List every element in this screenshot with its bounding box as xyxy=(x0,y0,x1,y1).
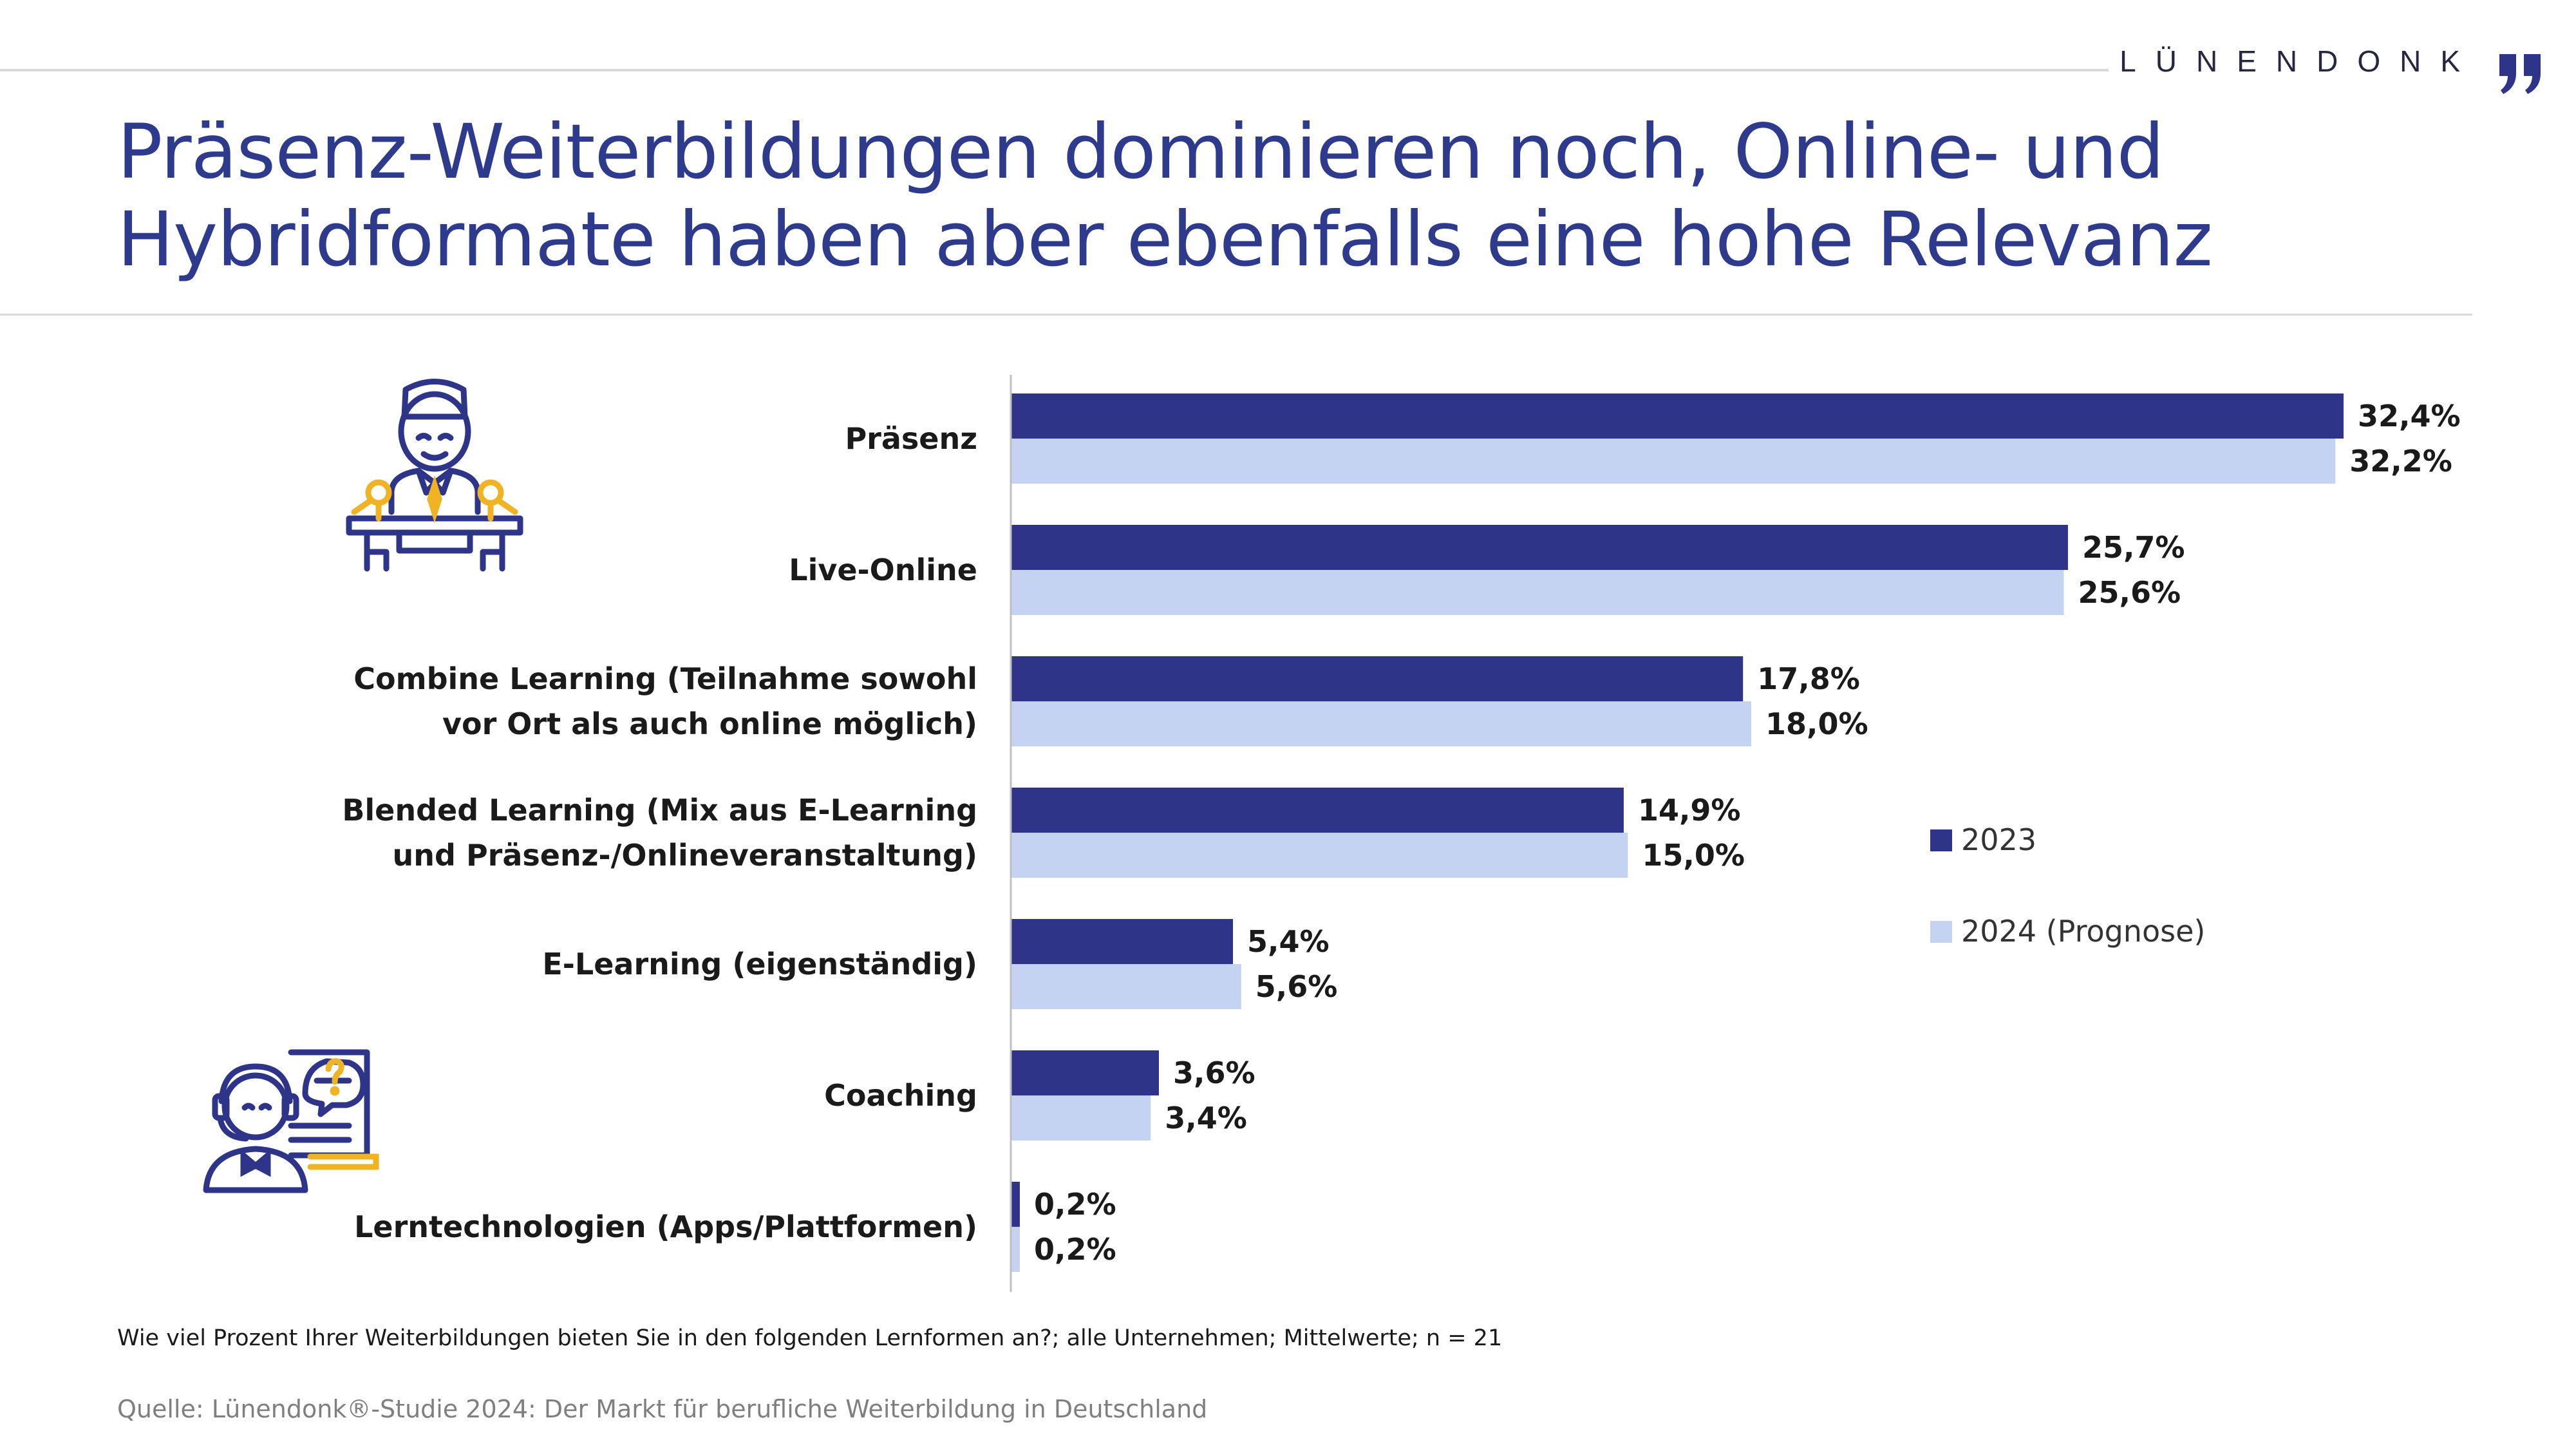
category-label-3-line-1: und Präsenz-/Onlineveranstaltung) xyxy=(393,838,977,873)
bar-2023-5 xyxy=(1011,1050,1159,1095)
value-label-2023-1: 25,7% xyxy=(2082,530,2185,565)
bar-2024-1 xyxy=(1011,570,2064,615)
value-label-2024-0: 32,2% xyxy=(2349,444,2452,478)
bar-2024-6 xyxy=(1011,1227,1020,1272)
value-label-2024-4: 5,6% xyxy=(1255,969,1338,1004)
category-label-4: E-Learning (eigenständig) xyxy=(542,947,977,981)
category-label-1: Live-Online xyxy=(789,553,977,587)
value-label-2023-2: 17,8% xyxy=(1757,661,1860,696)
value-label-2024-6: 0,2% xyxy=(1034,1232,1116,1267)
value-label-2023-0: 32,4% xyxy=(2358,399,2461,433)
value-label-2024-3: 15,0% xyxy=(1642,838,1745,873)
value-label-2023-5: 3,6% xyxy=(1173,1056,1255,1090)
category-label-2-line-0: Combine Learning (Teilnahme sowohl xyxy=(353,661,977,696)
page-title: Präsenz-Weiterbildungen dominieren noch,… xyxy=(117,108,2213,283)
source-note: Quelle: Lünendonk®-Studie 2024: Der Mark… xyxy=(117,1395,1208,1423)
presenter-at-podium-icon xyxy=(346,379,523,572)
bar-2023-6 xyxy=(1011,1182,1020,1227)
category-label-3-line-0: Blended Learning (Mix aus E-Learning xyxy=(342,793,977,828)
page-title-line-2: Hybridformate haben aber ebenfalls eine … xyxy=(117,195,2213,283)
bar-2023-0 xyxy=(1011,393,2344,439)
bar-2023-2 xyxy=(1011,656,1744,701)
value-label-2023-6: 0,2% xyxy=(1034,1187,1116,1222)
bar-2024-0 xyxy=(1011,439,2336,484)
brand-quote-icon xyxy=(2499,54,2541,94)
bar-2024-5 xyxy=(1011,1095,1151,1141)
legend-swatch-2024 xyxy=(1930,921,1952,943)
value-label-2024-5: 3,4% xyxy=(1165,1101,1247,1135)
title-divider xyxy=(0,314,2472,316)
value-label-2023-4: 5,4% xyxy=(1247,924,1330,959)
value-label-2023-3: 14,9% xyxy=(1638,793,1741,828)
category-label-2-line-1: vor Ort als auch online möglich) xyxy=(442,706,977,741)
category-label-0: Präsenz xyxy=(845,421,977,456)
legend: 2023 2024 (Prognose) xyxy=(1930,822,2205,949)
top-divider xyxy=(0,69,2109,71)
bar-2023-4 xyxy=(1011,919,1233,964)
bar-2024-2 xyxy=(1011,701,1751,746)
category-label-5: Coaching xyxy=(824,1078,977,1113)
bar-2023-3 xyxy=(1011,788,1624,833)
value-label-2024-2: 18,0% xyxy=(1765,706,1868,741)
bar-2024-3 xyxy=(1011,833,1628,878)
online-coach-headset-icon xyxy=(203,1049,379,1193)
legend-label-2023: 2023 xyxy=(1961,822,2036,857)
bar-2024-4 xyxy=(1011,964,1241,1009)
survey-question-note: Wie viel Prozent Ihrer Weiterbildungen b… xyxy=(117,1325,1503,1351)
page-title-line-1: Präsenz-Weiterbildungen dominieren noch,… xyxy=(117,108,2165,196)
value-label-2024-1: 25,6% xyxy=(2078,575,2181,610)
category-label-6: Lerntechnologien (Apps/Plattformen) xyxy=(354,1209,977,1244)
brand-logo-text: LÜNENDONK xyxy=(2120,44,2479,78)
bar-2023-1 xyxy=(1011,525,2068,570)
legend-swatch-2023 xyxy=(1930,829,1952,851)
legend-label-2024: 2024 (Prognose) xyxy=(1961,914,2205,949)
